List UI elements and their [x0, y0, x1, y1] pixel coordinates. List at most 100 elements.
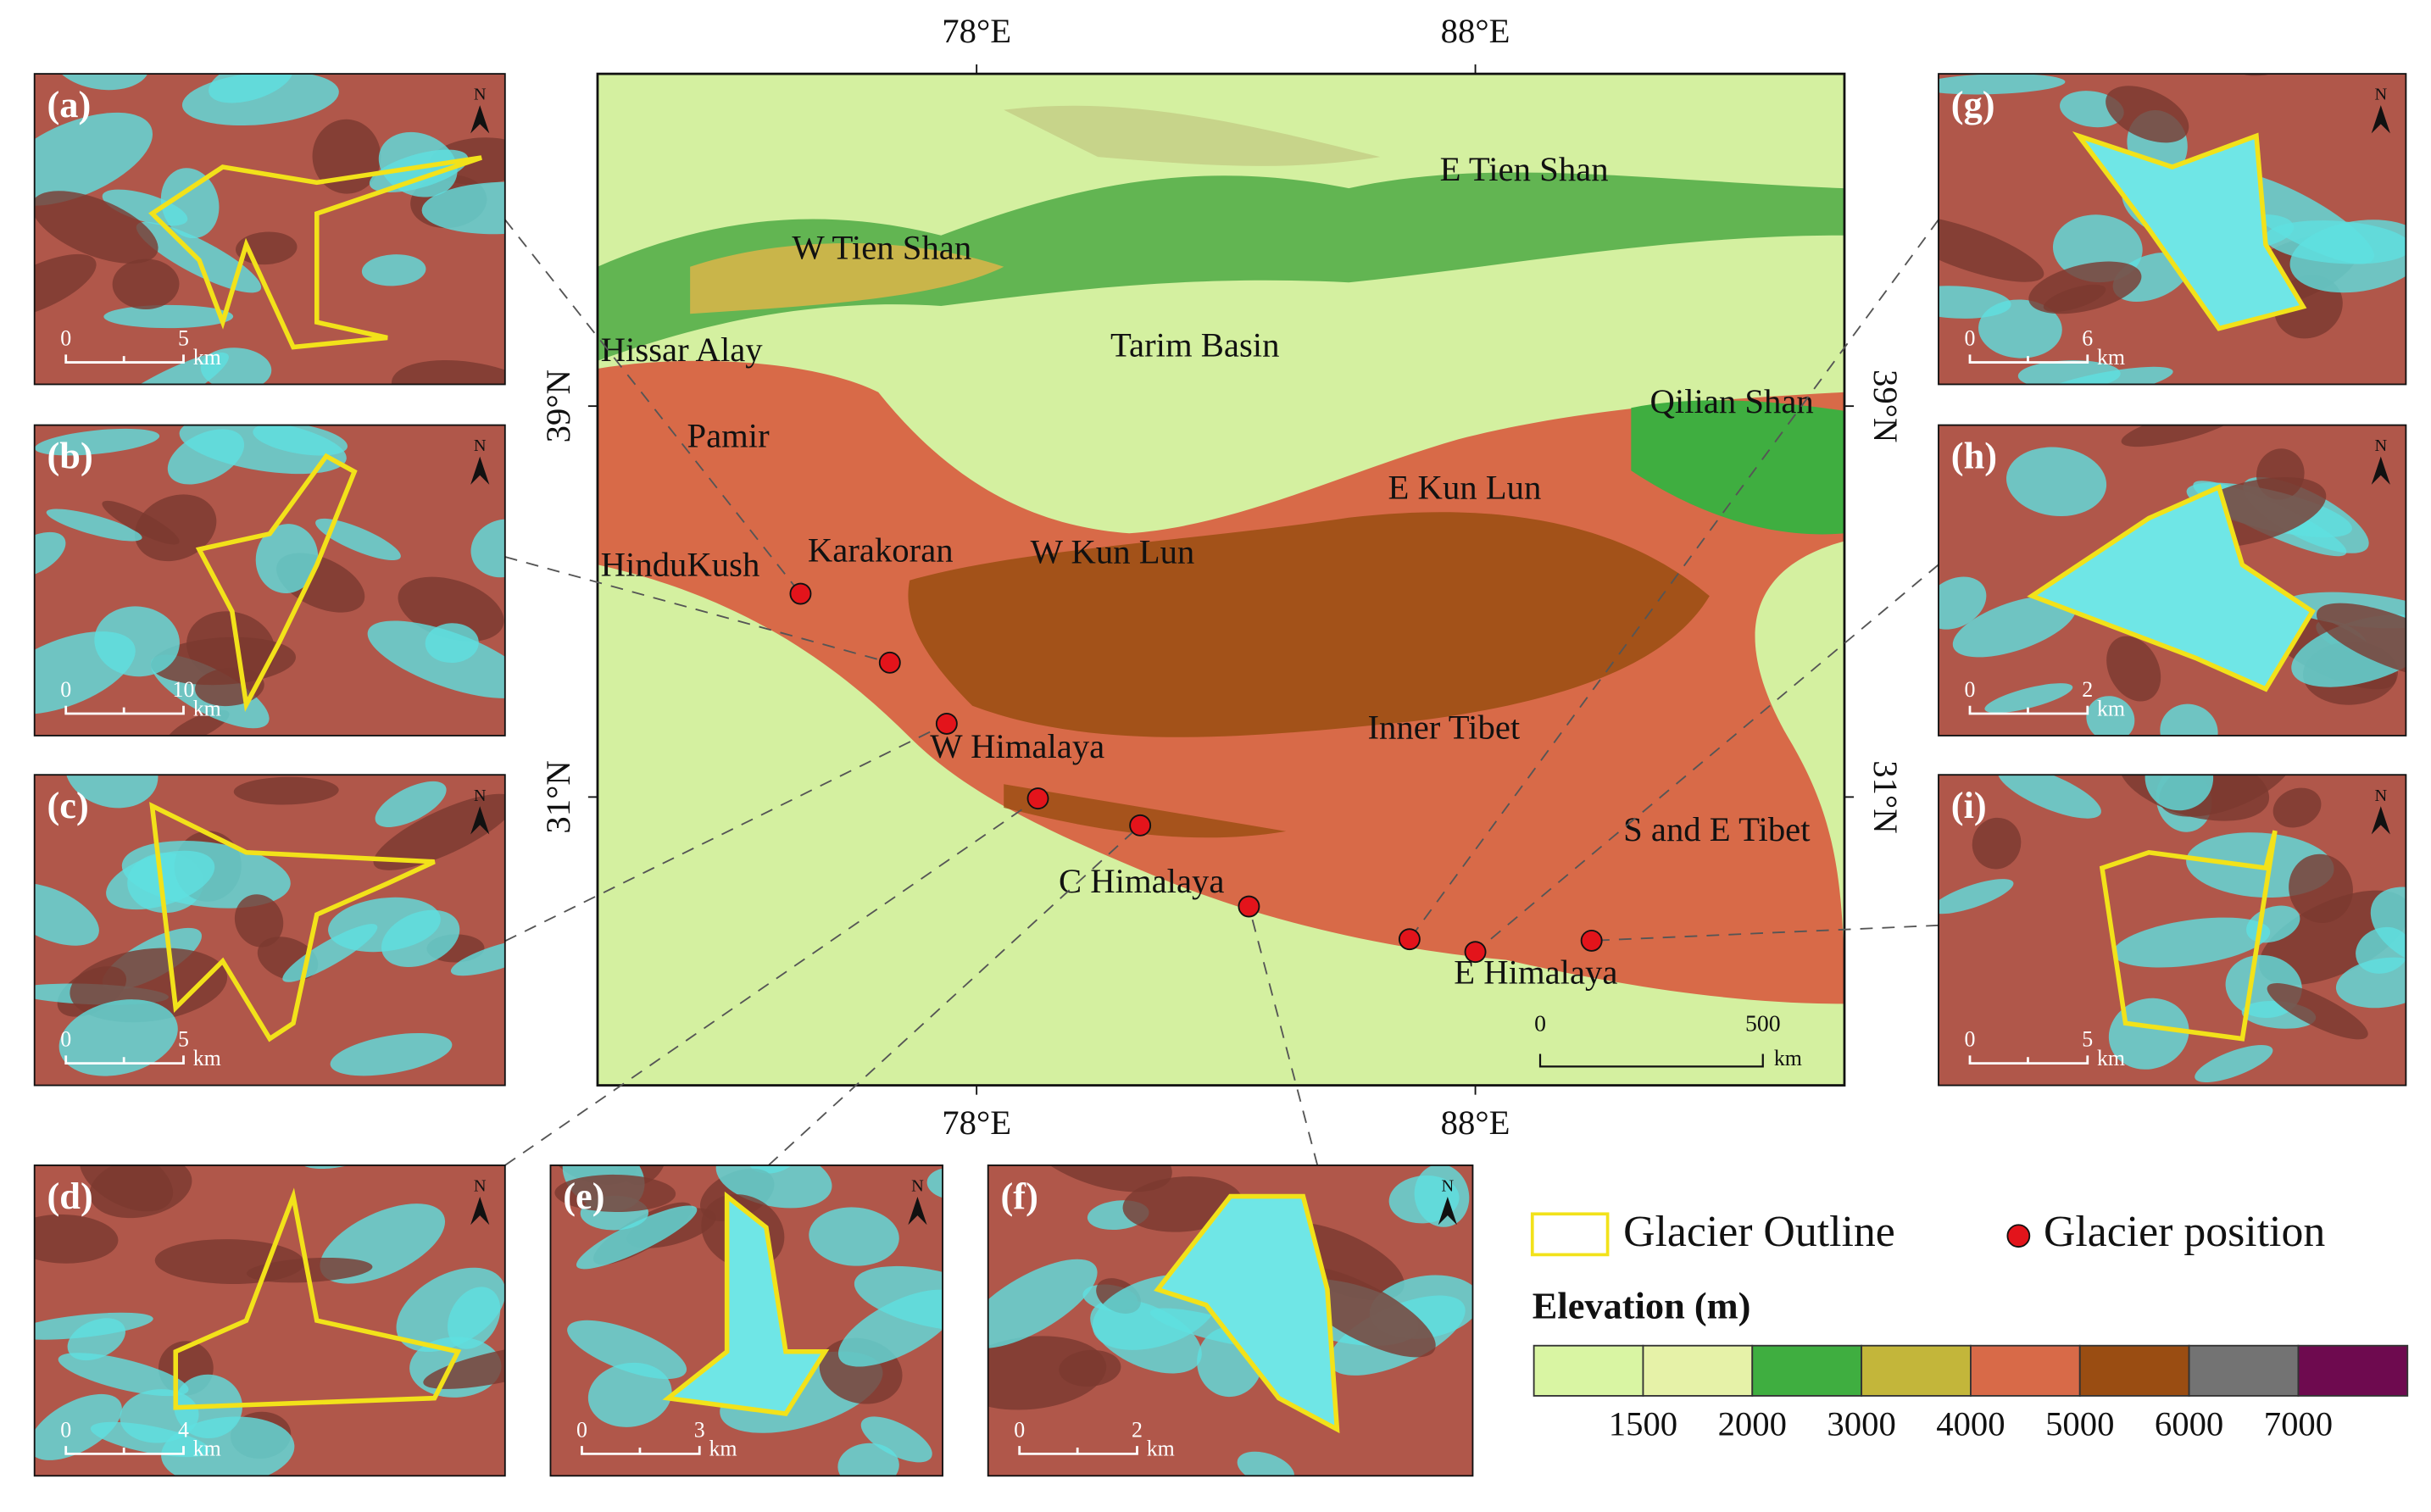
glacier-outline [2027, 484, 2316, 692]
elevation-swatch [1642, 1344, 1754, 1397]
panel-label: (d) [47, 1175, 93, 1217]
glacier-position [1026, 787, 1049, 810]
terrain-patch [391, 360, 505, 385]
elevation-swatch [2078, 1344, 2190, 1397]
panel-scale-bar [1968, 705, 2089, 715]
terrain-patch [396, 1267, 505, 1353]
leader-line [504, 798, 1039, 1166]
panel-scale-label: 5 [2082, 1027, 2093, 1052]
terrain-patch [470, 519, 505, 578]
panel-scale-label: 0 [60, 1417, 71, 1442]
terrain-patch [2106, 86, 2189, 143]
panel-scale-bar [64, 354, 185, 364]
map-frame [596, 72, 1846, 1087]
terrain-patch [421, 181, 505, 235]
terrain-patch [2335, 957, 2406, 1009]
panel-scale-unit: km [193, 1046, 221, 1070]
y-tick-label: 39°N [539, 370, 577, 442]
panel-scale-unit: km [193, 1437, 221, 1461]
terrain-patch [253, 425, 348, 456]
north-label: N [2374, 86, 2387, 104]
terrain-patch [103, 304, 234, 329]
north-arrow [2371, 105, 2390, 134]
glacier-outline [173, 1187, 462, 1410]
satellite-panel [34, 74, 505, 385]
terrain-patch [1978, 299, 2062, 359]
panel-scale-label: 3 [694, 1417, 705, 1442]
terrain-patch [1938, 286, 2011, 319]
glacier-position [789, 582, 812, 605]
glacier-outline [2072, 131, 2307, 331]
terrain-patch [315, 518, 401, 561]
y-tick-label: 39°N [1866, 370, 1905, 442]
glacier-position [1129, 814, 1152, 837]
panel-scale-bar [1018, 1446, 1138, 1455]
terrain-patch [1952, 595, 2077, 658]
terrain-patch [2316, 603, 2406, 681]
north-label: N [474, 436, 487, 455]
terrain-patch [378, 131, 458, 197]
panel-label: (c) [47, 784, 89, 826]
terrain-patch [715, 1165, 832, 1209]
north-arrow [470, 1196, 490, 1226]
terrain-patch [2106, 636, 2161, 702]
terrain-patch [2289, 853, 2353, 924]
panel-scale-label: 0 [1965, 1027, 1976, 1052]
leader-line [504, 556, 891, 664]
panel-scale-label: 10 [173, 677, 195, 702]
north-arrow [470, 105, 490, 134]
terrain-patch [46, 509, 142, 542]
north-arrow [470, 456, 490, 485]
terrain-patch [361, 254, 426, 286]
terrain-patch [926, 1167, 943, 1200]
terrain-patch [102, 500, 180, 545]
terrain-patch [1237, 1451, 1294, 1476]
elevation-tick-label: 2000 [1718, 1404, 1787, 1443]
region-label: E Tien Shan [1440, 150, 1609, 188]
panel-scale-unit: km [2097, 345, 2125, 370]
terrain-patch [1938, 214, 2044, 282]
panel-label: (f) [1001, 1175, 1038, 1217]
satellite-panel [550, 1165, 943, 1476]
terrain-patch [255, 524, 319, 593]
region-label: Qilian Shan [1650, 382, 1814, 420]
terrain-patch [1938, 576, 1987, 630]
panel-frame [1938, 424, 2407, 737]
terrain-patch [58, 1353, 189, 1397]
terrain-patch [2108, 998, 2189, 1070]
terrain-patch [375, 781, 447, 827]
panel-scale-label: 0 [1965, 326, 1976, 351]
terrain-patch [1938, 879, 2014, 914]
north-label: N [911, 1177, 924, 1196]
glacier-position [878, 651, 901, 674]
terrain-patch [2272, 787, 2322, 828]
panel-frame [1938, 73, 2407, 386]
elevation-swatch [2297, 1344, 2409, 1397]
terrain-patch [425, 623, 479, 664]
region-label: Pamir [687, 417, 770, 455]
terrain-patch [370, 1098, 464, 1153]
elevation-swatch [1533, 1344, 1644, 1397]
x-tick-label: 88°E [1441, 12, 1510, 50]
panel-frame [1938, 774, 2407, 1087]
terrain-patch [1025, 1165, 1172, 1192]
panel-scale-label: 0 [60, 1027, 71, 1052]
panel-scale-label: 0 [60, 677, 71, 702]
panel-scale-label: 2 [2082, 677, 2093, 702]
elevation-tick-label: 4000 [1936, 1404, 2005, 1443]
terrain-patch [2160, 703, 2218, 736]
terrain-patch [112, 258, 180, 310]
panel-label: (i) [1951, 784, 1987, 826]
terrain-patch [2017, 360, 2121, 385]
panel-scale-bar [64, 1446, 185, 1455]
region-label: Inner Tibet [1367, 709, 1520, 747]
leader-line [768, 825, 1141, 1166]
elevation-swatch [1751, 1344, 1863, 1397]
panel-frame [33, 1165, 506, 1477]
panel-scale-bar [64, 1055, 185, 1065]
panel-frame [987, 1165, 1474, 1477]
satellite-panel [1938, 74, 2406, 385]
terrain-patch [1059, 1349, 1121, 1387]
panel-scale-unit: km [193, 696, 221, 720]
